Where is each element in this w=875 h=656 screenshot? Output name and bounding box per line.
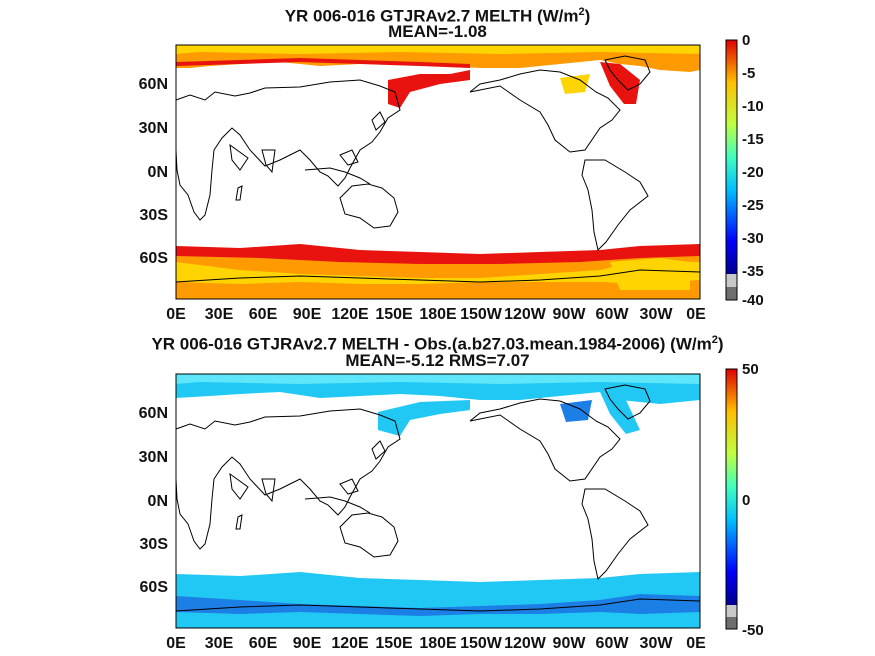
panel-2-lon-label: 150W: [460, 635, 503, 652]
panel-1-cb-tick: 0: [742, 32, 750, 49]
panel-1-arctic-inner: [176, 45, 700, 54]
panel-1-map: [175, 44, 701, 300]
panel-1-lon-label: 150E: [375, 306, 413, 323]
panel-2-lon-label: 30E: [205, 635, 234, 652]
panel-1-lat-30n: 30N: [139, 120, 168, 137]
panel-2-colorbar-border: [725, 368, 738, 630]
panel-1-lon-label: 90E: [293, 306, 322, 323]
panel-2-lon-label: 150E: [375, 635, 413, 652]
panel-1-lat-axis: 60N 30N 0N 30S 60S: [139, 76, 169, 267]
panel-1-colorbar-gradient: [726, 40, 737, 274]
panel-2-lon-label: 60W: [596, 635, 630, 652]
panel-2-title-sup: 2: [711, 334, 718, 346]
panel-2-lat-0n: 0N: [148, 493, 168, 510]
panel-1-lon-label: 0E: [686, 306, 706, 323]
panel-2-cb-tick: 50: [742, 361, 759, 378]
panel-2-colorbar-under2: [726, 617, 737, 629]
panel-2-lon-label: 120E: [331, 635, 369, 652]
panel-1-lon-label: 90W: [553, 306, 587, 323]
panel-1-title-sup: 2: [578, 6, 585, 18]
panel-2-lon-label: 90W: [553, 635, 587, 652]
panel-1-title: YR 006-016 GTJRAv2.7 MELTH (W/m2): [0, 2, 875, 27]
panel-1-colorbar-border: [725, 39, 738, 301]
panel-1-lat-0n: 0N: [148, 164, 168, 181]
panel-2-arctic-inner: [176, 374, 700, 384]
panel-2-title-text: YR 006-016 GTJRAv2.7 MELTH - Obs.(a.b27.…: [151, 334, 712, 354]
panel-1-lon-label: 60E: [249, 306, 278, 323]
panel-1-southern-mid: [176, 256, 700, 299]
panel-2-colorbar-gradient: [726, 369, 737, 605]
panel-1-border: [175, 44, 701, 300]
panel-1-lon-axis: 0E 30E 60E 90E 120E 150E 180E 150W 120W …: [166, 306, 706, 323]
panel-2-cb-tick: -50: [742, 622, 764, 639]
panel-2-lat-60s: 60S: [140, 579, 169, 596]
panel-1-cb-tick: -10: [742, 98, 764, 115]
panel-2-cb-tick: 0: [742, 492, 750, 509]
panel-2-subtitle: MEAN=-5.12 RMS=7.07: [345, 351, 530, 370]
panel-2-lat-axis: 60N 30N 0N 30S 60S: [139, 405, 169, 596]
panel-1-lon-label: 0E: [166, 306, 186, 323]
panel-2-lon-label: 90E: [293, 635, 322, 652]
panel-2-colorbar: 50 0 -50: [725, 361, 764, 639]
panel-1-lon-label: 30E: [205, 306, 234, 323]
panel-1-cb-tick: -5: [742, 65, 755, 82]
panel-1-weddell-ice: [610, 258, 690, 290]
panel-1-colorbar-under: [726, 274, 737, 287]
panel-2-lon-label: 180E: [419, 635, 457, 652]
panel-2-hudson-ice: [560, 400, 592, 422]
panel-2-lon-label: 60E: [249, 635, 278, 652]
panel-2-lat-30s: 30S: [140, 536, 169, 553]
panel-2-lat-60n: 60N: [139, 405, 168, 422]
panel-1-hudson-ice: [560, 74, 590, 94]
panel-1-lon-label: 120W: [504, 306, 547, 323]
panel-1-lat-60n: 60N: [139, 76, 168, 93]
panel-1-subtitle: MEAN=-1.08: [388, 22, 487, 41]
panel-1-lat-30s: 30S: [140, 207, 169, 224]
panel-2-southern-ice: [176, 572, 700, 628]
panel-1-lon-label: 60W: [596, 306, 630, 323]
panel-2-lat-30n: 30N: [139, 449, 168, 466]
panel-2-southern-deep: [176, 594, 700, 616]
panel-1-cb-tick: -15: [742, 131, 764, 148]
panel-2-lon-label: 30W: [640, 635, 674, 652]
panel-2-lon-label: 120W: [504, 635, 547, 652]
panel-2-title: YR 006-016 GTJRAv2.7 MELTH - Obs.(a.b27.…: [0, 330, 875, 355]
panel-1-cb-tick: -35: [742, 263, 764, 280]
panel-2-title-suffix: ): [717, 334, 724, 354]
panel-2-colorbar-under: [726, 605, 737, 617]
panel-1-lon-label: 150W: [460, 306, 503, 323]
panel-1-colorbar-under2: [726, 287, 737, 300]
panel-1-cb-tick: -25: [742, 197, 764, 214]
panel-1-lat-60s: 60S: [140, 250, 169, 267]
panel-2-border: [175, 373, 701, 629]
panel-2-lon-label: 0E: [166, 635, 186, 652]
panel-1-title-suffix: ): [584, 6, 591, 26]
panel-1-title-text: YR 006-016 GTJRAv2.7 MELTH (W/m: [284, 6, 579, 26]
panel-2-bering-ice: [378, 400, 470, 436]
panel-2-lon-label: 0E: [686, 635, 706, 652]
panel-1-lon-label: 120E: [331, 306, 369, 323]
panel-1-cb-tick: -20: [742, 164, 764, 181]
panel-1-lon-label: 30W: [640, 306, 674, 323]
panel-2-labrador-ice: [600, 392, 640, 434]
panel-1-bering-ice: [388, 70, 470, 108]
panel-1-lon-label: 180E: [419, 306, 457, 323]
panel-1-cb-tick: -40: [742, 292, 764, 309]
panel-1-arctic-edge: [176, 58, 470, 68]
panel-1-colorbar: 0 -5 -10 -15 -20 -25 -30 -35 -40: [725, 32, 764, 309]
panel-2-map: [175, 373, 701, 629]
panel-2-lon-axis: 0E 30E 60E 90E 120E 150E 180E 150W 120W …: [166, 635, 706, 652]
panel-1-cb-tick: -30: [742, 230, 764, 247]
panel-1-labrador-ice: [600, 62, 640, 104]
